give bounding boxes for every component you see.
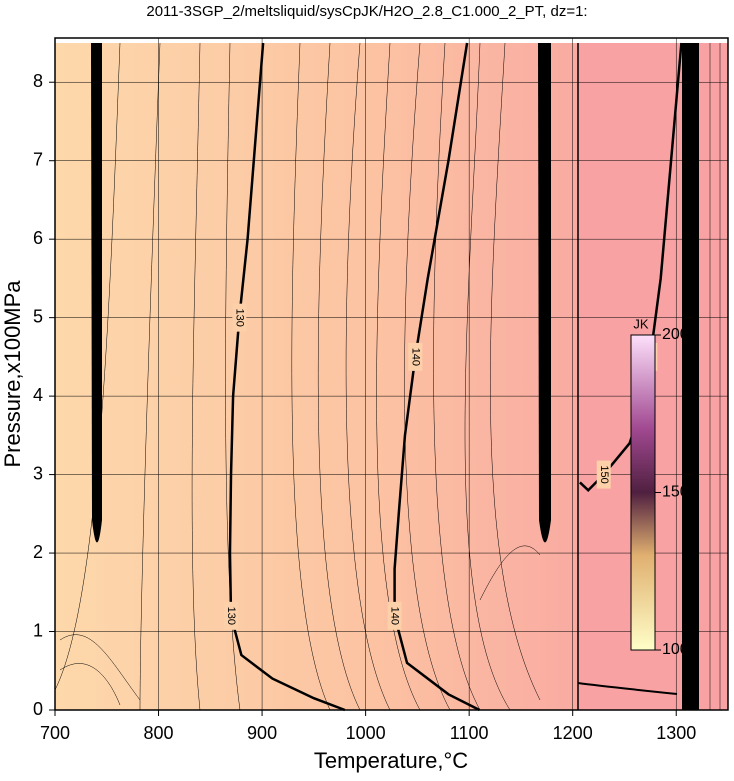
x-tick-label: 1000 xyxy=(346,723,386,743)
contour-label: 150 xyxy=(598,465,610,483)
contour-label: 140 xyxy=(409,348,421,366)
colorbar xyxy=(630,334,656,651)
dense-contour-bands xyxy=(91,43,699,710)
y-tick-label: 7 xyxy=(33,149,43,169)
x-tick-label: 1200 xyxy=(553,723,593,743)
contour-label-bg xyxy=(232,303,247,332)
y-tick-label: 3 xyxy=(33,463,43,483)
contour-label-bg xyxy=(408,342,423,371)
x-tick-label: 1300 xyxy=(656,723,696,743)
chart-title: 2011-3SGP_2/meltsliquid/sysCpJK/H2O_2.8_… xyxy=(146,3,587,20)
plot-frame xyxy=(54,37,729,711)
colorbar-label: JK xyxy=(633,316,649,331)
thin-contours xyxy=(54,42,721,711)
contour-label-bg xyxy=(387,601,402,630)
x-tick-label: 900 xyxy=(247,723,277,743)
colorbar-tick-label: 200 xyxy=(662,326,689,343)
y-tick-label: 2 xyxy=(33,542,43,562)
background-region xyxy=(55,43,578,710)
contour-label: 140 xyxy=(389,607,401,625)
contour-label-bg xyxy=(224,601,239,630)
y-tick-label: 4 xyxy=(33,385,43,405)
y-tick-label: 1 xyxy=(33,620,43,640)
x-tick-label: 1100 xyxy=(450,723,489,743)
contour-label: 130 xyxy=(233,308,245,326)
y-tick-label: 8 xyxy=(33,71,43,91)
colorbar-tick-label: 150 xyxy=(662,484,689,501)
x-tick-label: 800 xyxy=(144,723,174,743)
y-axis-label: Pressure,x100MPa xyxy=(0,280,25,468)
thick-contour xyxy=(577,682,678,695)
colorbar-tick-label: 100 xyxy=(662,641,689,658)
y-tick-label: 6 xyxy=(33,228,43,248)
contour-label-bg xyxy=(596,460,611,489)
x-tick-label: 700 xyxy=(40,723,70,743)
contour-line xyxy=(393,42,481,712)
contour-line xyxy=(228,42,346,712)
y-tick-label: 0 xyxy=(33,699,43,719)
x-axis-label: Temperature,°C xyxy=(314,748,468,773)
y-tick-label: 5 xyxy=(33,306,43,326)
contour-label: 130 xyxy=(225,607,237,625)
